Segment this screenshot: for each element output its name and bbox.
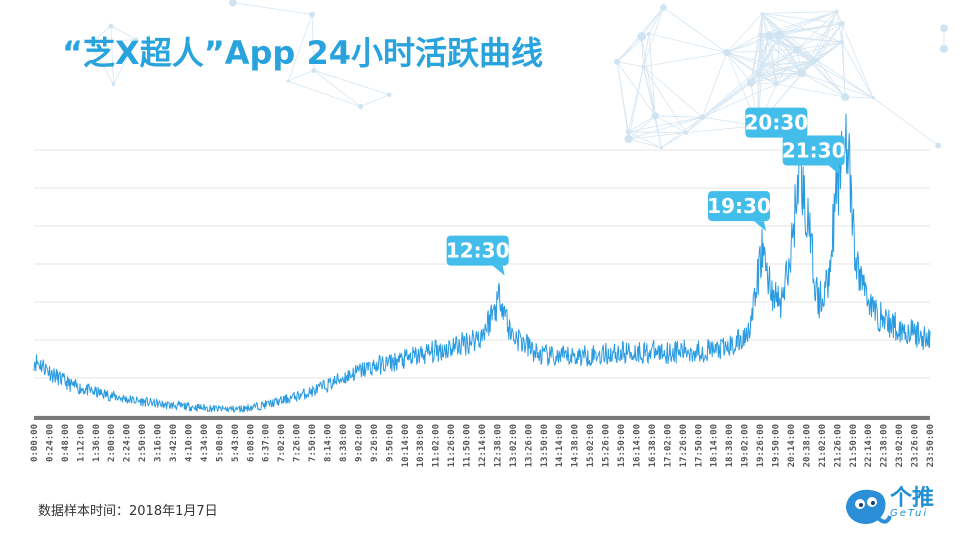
callout-label: 19:30 xyxy=(707,194,771,218)
x-tick-label: 4:10:00 xyxy=(184,424,194,462)
x-tick-label: 14:14:00 xyxy=(555,424,565,467)
x-tick-label: 0:24:00 xyxy=(45,424,55,462)
x-tick-label: 22:38:00 xyxy=(880,424,890,467)
series-layer xyxy=(33,113,931,414)
logo-text-cn: 个推 xyxy=(890,486,935,511)
x-tick-label: 11:26:00 xyxy=(447,424,457,467)
x-tick-label: 2:00:00 xyxy=(107,424,117,462)
callout-label: 12:30 xyxy=(446,239,510,263)
x-tick-label: 19:02:00 xyxy=(741,424,751,467)
peak-callout: 21:30 xyxy=(782,135,846,176)
x-tick-label: 15:02:00 xyxy=(586,424,596,467)
x-tick-label: 10:38:00 xyxy=(416,424,426,467)
x-tick-label: 4:34:00 xyxy=(200,424,210,462)
x-tick-label: 23:02:00 xyxy=(895,424,905,467)
callout-label: 21:30 xyxy=(782,138,846,162)
x-tick-label: 12:14:00 xyxy=(478,424,488,467)
x-tick-label: 3:42:00 xyxy=(169,424,179,462)
x-tick-label: 6:37:00 xyxy=(262,424,272,462)
x-tick-label: 17:02:00 xyxy=(663,424,673,467)
x-tick-label: 17:26:00 xyxy=(679,424,689,467)
x-tick-label: 11:02:00 xyxy=(432,424,442,467)
x-tick-label: 14:38:00 xyxy=(571,424,581,467)
series-line xyxy=(33,113,931,414)
x-tick-label: 13:50:00 xyxy=(540,424,550,467)
peak-callouts: 12:30 19:30 20:30 21:30 xyxy=(446,107,846,276)
x-tick-label: 5:43:00 xyxy=(231,424,241,462)
peak-callout: 20:30 xyxy=(744,107,808,148)
x-tick-label: 16:38:00 xyxy=(648,424,658,467)
x-tick-label: 23:26:00 xyxy=(911,424,921,467)
page-title: “芝X超人”App 24小时活跃曲线 xyxy=(62,34,543,72)
x-tick-label: 9:02:00 xyxy=(354,424,364,462)
x-tick-label: 2:24:00 xyxy=(123,424,133,462)
x-tick-label: 19:50:00 xyxy=(772,424,782,467)
x-tick-label: 9:26:00 xyxy=(370,424,380,462)
x-tick-label: 13:26:00 xyxy=(524,424,534,467)
peak-callout: 12:30 xyxy=(446,235,510,276)
x-tick-label: 2:50:00 xyxy=(138,424,148,462)
x-tick-label: 21:50:00 xyxy=(849,424,859,467)
x-tick-label: 0:48:00 xyxy=(61,424,71,462)
x-tick-label: 8:38:00 xyxy=(339,424,349,462)
x-axis xyxy=(34,416,930,420)
x-tick-label: 20:14:00 xyxy=(787,424,797,467)
x-tick-label: 9:50:00 xyxy=(385,424,395,462)
x-tick-label: 15:50:00 xyxy=(617,424,627,467)
x-tick-label: 21:02:00 xyxy=(818,424,828,467)
x-tick-label: 5:08:00 xyxy=(215,424,225,462)
x-tick-label: 19:26:00 xyxy=(756,424,766,467)
data-sample-note: 数据样本时间：2018年1月7日 xyxy=(38,504,218,519)
x-tick-label: 15:26:00 xyxy=(602,424,612,467)
callout-label: 20:30 xyxy=(744,111,808,135)
getui-logo-mascot-icon xyxy=(846,489,892,524)
x-tick-labels: 0:00:00 0:24:00 0:48:00 1:12:00 1:36:00 2:00:… xyxy=(30,424,936,467)
x-tick-label: 21:26:00 xyxy=(833,424,843,467)
x-tick-label: 16:14:00 xyxy=(632,424,642,467)
x-tick-label: 1:36:00 xyxy=(92,424,102,462)
x-tick-label: 6:08:00 xyxy=(246,424,256,462)
x-tick-label: 1:12:00 xyxy=(76,424,86,462)
x-tick-label: 8:14:00 xyxy=(324,424,334,462)
x-tick-label: 22:14:00 xyxy=(864,424,874,467)
x-tick-label: 18:38:00 xyxy=(725,424,735,467)
x-tick-label: 7:02:00 xyxy=(277,424,287,462)
x-tick-label: 20:38:00 xyxy=(802,424,812,467)
x-tick-label: 10:14:00 xyxy=(401,424,411,467)
x-tick-label: 3:16:00 xyxy=(154,424,164,462)
x-tick-label: 23:50:00 xyxy=(926,424,936,467)
x-tick-label: 17:50:00 xyxy=(694,424,704,467)
x-tick-label: 12:38:00 xyxy=(493,424,503,467)
x-tick-label: 11:50:00 xyxy=(463,424,473,467)
x-tick-label: 18:14:00 xyxy=(710,424,720,467)
x-tick-label: 13:02:00 xyxy=(509,424,519,467)
x-tick-label: 7:26:00 xyxy=(293,424,303,462)
logo-text-en: GeTui xyxy=(890,508,929,519)
x-tick-label: 7:50:00 xyxy=(308,424,318,462)
peak-callout: 19:30 xyxy=(707,191,771,232)
x-tick-label: 0:00:00 xyxy=(30,424,40,462)
